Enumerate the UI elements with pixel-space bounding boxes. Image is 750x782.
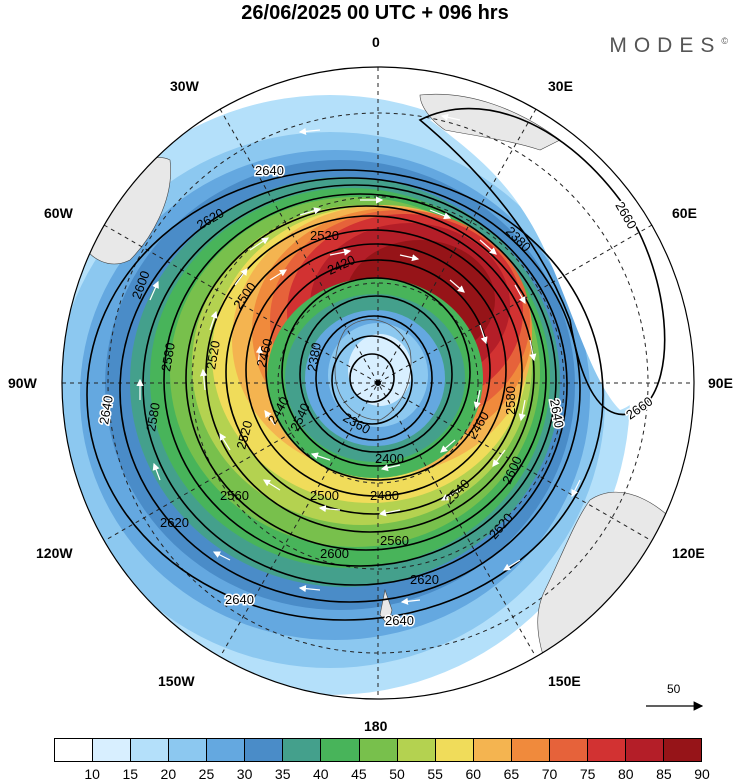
lon-label-30e: 30E <box>548 78 573 94</box>
lon-label-150e: 150E <box>548 673 581 689</box>
colorbar-tick-label: 55 <box>427 766 443 782</box>
colorbar-tick-label: 60 <box>465 766 482 782</box>
colorbar-tick-label: 30 <box>236 766 253 782</box>
colorbar-tick-label: 35 <box>274 766 291 782</box>
colorbar-swatch <box>549 739 588 761</box>
map-boundary <box>61 66 695 700</box>
colorbar-tick-label: 10 <box>84 766 100 782</box>
modes-logo: MODES© <box>609 34 728 58</box>
colorbar-swatch <box>245 739 284 761</box>
lon-label-60w: 60W <box>44 205 73 221</box>
lon-label-90e: 90E <box>708 375 733 391</box>
lon-label-30w: 30W <box>170 78 199 94</box>
colorbar-tick-label: 65 <box>503 766 520 782</box>
logo-mark: © <box>721 36 728 46</box>
colorbar-swatch <box>93 739 132 761</box>
lon-label-90w: 90W <box>8 375 37 391</box>
colorbar-swatch <box>435 739 474 761</box>
colorbar-tick-label: 80 <box>617 766 634 782</box>
colorbar-swatch <box>625 739 664 761</box>
colorbar-tick-label: 15 <box>122 766 139 782</box>
colorbar-tick-label: 40 <box>313 766 329 782</box>
colorbar-tick-label: 90 <box>694 766 710 782</box>
reference-vector-value: 50 <box>667 682 681 696</box>
colorbar-swatch <box>587 739 626 761</box>
lon-label-60e: 60E <box>672 205 697 221</box>
colorbar-swatch <box>664 739 702 761</box>
colorbar-tick-label: 25 <box>198 766 215 782</box>
colorbar-tick-label: 45 <box>351 766 367 782</box>
map-title: 26/06/2025 00 UTC + 096 hrs <box>241 2 509 24</box>
colorbar-swatch <box>169 739 208 761</box>
lon-label-120w: 120W <box>36 545 73 561</box>
colorbar-tick-label: 20 <box>160 766 177 782</box>
colorbar-swatch <box>359 739 398 761</box>
logo-text: MODES <box>609 34 722 57</box>
lon-label-180: 180 <box>364 718 388 734</box>
colorbar-tick-label: 75 <box>579 766 596 782</box>
colorbar-swatch <box>283 739 322 761</box>
height-contours <box>86 107 666 621</box>
colorbar-swatch <box>131 739 170 761</box>
colorbar-tick-label: 50 <box>389 766 405 782</box>
colorbar-tick-label: 85 <box>656 766 672 782</box>
lon-label-120e: 120E <box>672 545 705 561</box>
colorbar-swatch <box>55 739 94 761</box>
colorbar-swatch <box>397 739 436 761</box>
colorbar-swatch <box>321 739 360 761</box>
lon-label-150w: 150W <box>158 673 195 689</box>
wind-speed-colorbar <box>54 738 702 762</box>
colorbar-swatch <box>473 739 512 761</box>
colorbar-swatch <box>511 739 550 761</box>
wind-vectors <box>136 113 601 605</box>
colorbar-tick-label: 70 <box>541 766 558 782</box>
lon-label-0: 0 <box>372 34 380 50</box>
colorbar-swatch <box>207 739 246 761</box>
south-pole-marker <box>375 380 381 386</box>
